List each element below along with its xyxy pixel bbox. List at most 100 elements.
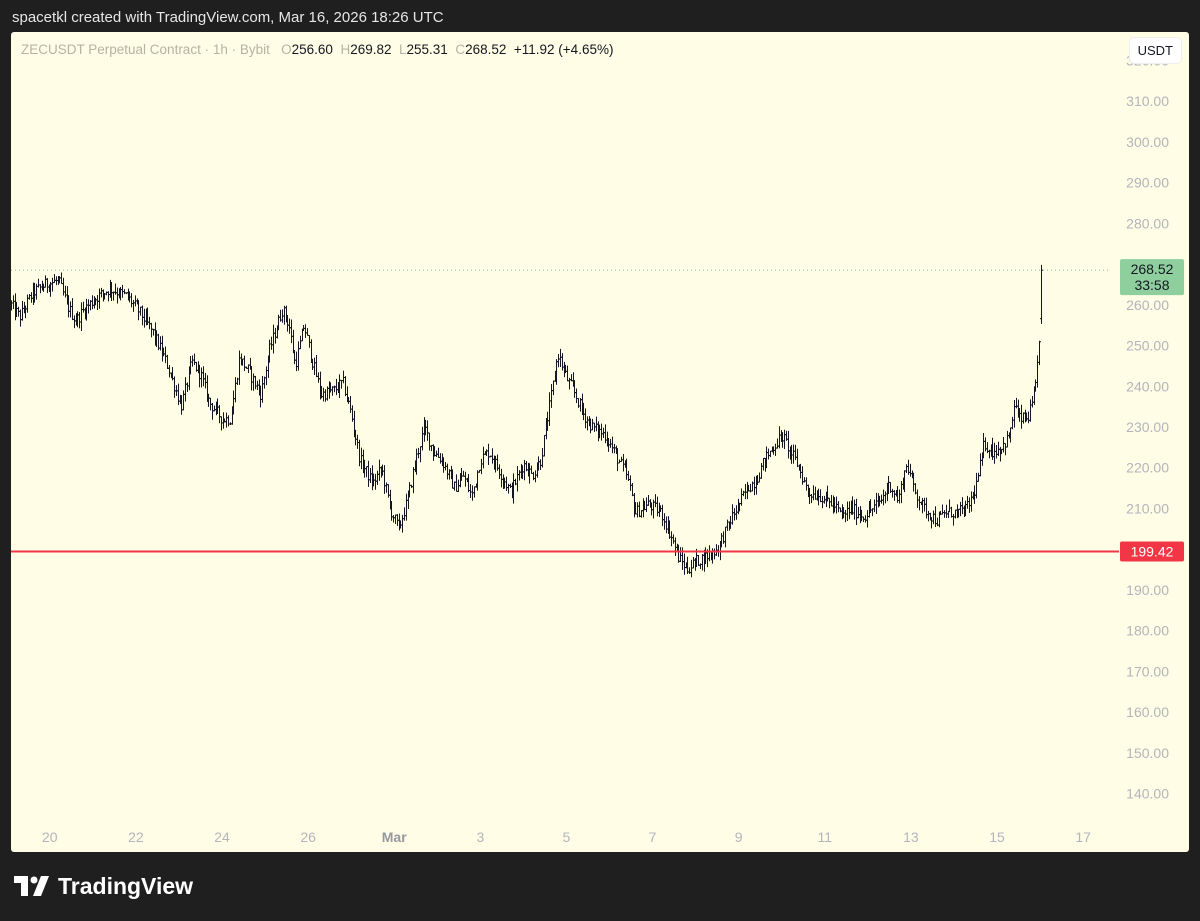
ohlc-bar [96,295,99,311]
ohlc-bar [335,378,338,396]
ohlc-bar [268,339,271,363]
ohlc-bar [491,448,494,464]
ohlc-bar [959,501,962,517]
ohlc-bar [776,438,779,449]
ohlc-bar [575,388,578,404]
ohlc-bar [616,448,619,472]
ohlc-bar [916,489,919,508]
ohlc-bar [690,559,693,578]
ohlc-bar [87,299,90,314]
price-axis-label: 190.00 [1126,582,1169,598]
ohlc-bar [405,493,408,521]
price-chart[interactable]: 320.00310.00300.00290.00280.00270.00260.… [11,32,1189,852]
ohlc-bar [561,353,564,371]
ohlc-bar [586,416,589,431]
ohlc-bar [609,438,612,448]
ohlc-bar [82,301,85,313]
ohlc-bar [473,486,476,498]
ohlc-bar [1040,264,1043,324]
ohlc-bar [548,392,551,426]
ohlc-bar [376,470,379,485]
ohlc-bar [80,302,83,331]
ohlc-bar [552,380,555,396]
ohlc-bar [559,348,562,368]
ohlc-bar [631,483,634,497]
currency-unit-button[interactable]: USDT [1129,38,1181,63]
ohlc-bar [254,375,257,390]
ohlc-bar [857,506,860,519]
ohlc-bar [453,481,456,491]
ohlc-bar [340,379,343,389]
time-axis-label: 5 [563,829,571,845]
ohlc-bar [1004,442,1007,456]
ohlc-bar [421,426,424,451]
ohlc-bar [837,501,840,513]
ohlc-bar [487,443,490,466]
ohlc-bar [731,504,734,525]
ohlc-bar [898,489,901,504]
ohlc-bar [830,494,833,507]
ohlc-bar [505,476,508,491]
time-axis-label: 26 [300,829,316,845]
ohlc-bar [636,502,639,518]
price-axis-label: 260.00 [1126,297,1169,313]
ohlc-bar [482,446,485,469]
ohlc-bar [177,383,180,406]
last-price-tag [1120,259,1184,296]
ohlc-bar [426,420,429,441]
ohlc-bar [930,517,933,529]
ohlc-bar [1015,397,1018,409]
ohlc-bar [713,548,716,560]
ohlc-bar [1011,416,1014,430]
ohlc-bar [622,454,625,472]
ohlc-bar [584,408,587,429]
ohlc-bar [819,489,822,503]
symbol-title[interactable]: ZECUSDT Perpetual Contract · 1h · Bybit [21,42,270,57]
ohlc-bar [385,482,388,493]
ohlc-bar [977,472,980,482]
ohlc-bar [220,416,223,431]
ohlc-bar [656,496,659,517]
ohlc-bar [701,554,704,571]
ohlc-bar [191,355,194,367]
ohlc-bar [1006,430,1009,448]
price-axis-label: 180.00 [1126,623,1169,639]
ohlc-bar [882,489,885,506]
ohlc-bar [51,277,54,292]
ohlc-bar [243,355,246,371]
time-axis-label: 17 [1075,829,1091,845]
ohlc-bar [760,463,763,479]
ohlc-bar [1013,400,1016,428]
ohlc-bar [100,287,103,298]
price-axis-label: 220.00 [1126,460,1169,476]
ohlc-bar [1027,411,1030,424]
ohlc-bar [679,547,682,562]
chart-panel[interactable]: 320.00310.00300.00290.00280.00270.00260.… [11,32,1189,852]
ohlc-bar [534,470,537,483]
ohlc-bar [774,443,777,457]
ohlc-bar [295,351,298,372]
ohlc-bar [290,319,293,344]
ohlc-bar [315,354,318,378]
ohlc-bar [796,448,799,468]
ohlc-bar [439,453,442,464]
tradingview-brand-text: TradingView [58,872,194,899]
ohlc-bar [238,350,241,385]
low-value: 255.31 [406,42,448,57]
ohlc-bar [26,294,29,313]
ohlc-bar [925,497,928,519]
support-level-tag [1120,541,1184,562]
price-axis-label: 230.00 [1126,419,1169,435]
ohlc-bar [848,501,851,520]
ohlc-bar [828,497,831,509]
ohlc-bar [740,488,743,506]
ohlc-bar [62,277,65,296]
ohlc-bar [369,468,372,483]
ohlc-bar [758,472,761,483]
ohlc-bar [430,444,433,452]
ohlc-bar [73,315,76,329]
ohlc-bar [674,537,677,556]
ohlc-bar [855,498,858,526]
ohlc-bar [304,324,307,339]
price-axis-label: 140.00 [1126,785,1169,801]
